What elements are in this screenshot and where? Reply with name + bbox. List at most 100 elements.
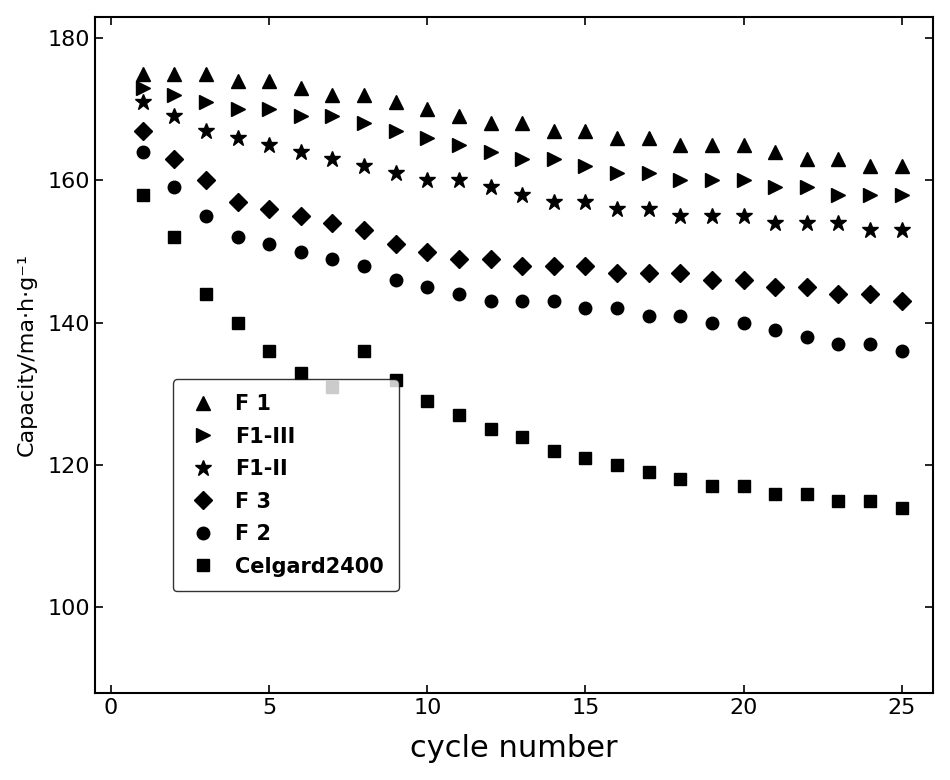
- F 3: [612, 268, 623, 278]
- F 1: [484, 119, 496, 128]
- F 1: [422, 105, 433, 114]
- F1-III: [137, 83, 148, 93]
- F 1: [169, 69, 180, 78]
- F1-II: [517, 190, 528, 199]
- Celgard2400: [200, 289, 212, 299]
- Celgard2400: [517, 432, 528, 441]
- F1-III: [453, 140, 465, 150]
- F 3: [200, 176, 212, 185]
- F1-II: [896, 225, 907, 235]
- F 3: [706, 275, 717, 285]
- F1-II: [801, 218, 812, 228]
- F 1: [580, 126, 591, 135]
- F 3: [484, 254, 496, 264]
- Line: Celgard2400: Celgard2400: [137, 188, 908, 514]
- Celgard2400: [674, 474, 686, 484]
- F 3: [327, 218, 338, 228]
- F1-III: [263, 105, 275, 114]
- F 1: [674, 140, 686, 150]
- F 3: [833, 289, 845, 299]
- F1-III: [643, 168, 655, 178]
- F 3: [263, 204, 275, 214]
- Line: F 3: F 3: [137, 124, 908, 307]
- F 2: [738, 318, 750, 328]
- F 3: [422, 246, 433, 256]
- F1-III: [517, 154, 528, 164]
- Celgard2400: [295, 368, 307, 378]
- F 1: [612, 133, 623, 142]
- F1-III: [358, 119, 370, 128]
- F 1: [896, 161, 907, 171]
- F 2: [801, 332, 812, 342]
- F 1: [548, 126, 560, 135]
- F1-II: [770, 218, 781, 228]
- Celgard2400: [770, 489, 781, 498]
- F1-III: [674, 176, 686, 185]
- F 3: [358, 225, 370, 235]
- Celgard2400: [864, 496, 876, 505]
- F 2: [232, 232, 243, 242]
- Celgard2400: [643, 467, 655, 477]
- F 1: [864, 161, 876, 171]
- F1-II: [706, 211, 717, 221]
- F 3: [674, 268, 686, 278]
- Line: F1-II: F1-II: [134, 94, 910, 239]
- F 2: [422, 282, 433, 292]
- F 2: [770, 325, 781, 335]
- F1-II: [833, 218, 845, 228]
- Celgard2400: [896, 503, 907, 512]
- F 1: [263, 76, 275, 85]
- Celgard2400: [390, 375, 402, 385]
- F1-II: [232, 133, 243, 142]
- Celgard2400: [484, 425, 496, 434]
- Celgard2400: [612, 460, 623, 470]
- F1-III: [232, 105, 243, 114]
- F1-III: [580, 161, 591, 171]
- F 3: [738, 275, 750, 285]
- F1-II: [580, 197, 591, 207]
- F1-II: [327, 154, 338, 164]
- Celgard2400: [263, 346, 275, 356]
- Y-axis label: Capacity/ma·h·g⁻¹: Capacity/ma·h·g⁻¹: [17, 254, 37, 456]
- Celgard2400: [327, 382, 338, 392]
- F 2: [263, 239, 275, 249]
- F 2: [580, 303, 591, 313]
- F 2: [612, 303, 623, 313]
- F 2: [484, 296, 496, 306]
- F 3: [137, 126, 148, 135]
- F 3: [580, 261, 591, 271]
- F1-II: [674, 211, 686, 221]
- F 1: [137, 69, 148, 78]
- F1-III: [422, 133, 433, 142]
- F1-III: [295, 112, 307, 121]
- F1-III: [390, 126, 402, 135]
- F 2: [864, 339, 876, 349]
- Celgard2400: [169, 232, 180, 242]
- F 2: [137, 147, 148, 157]
- F 3: [864, 289, 876, 299]
- Celgard2400: [137, 190, 148, 199]
- F 2: [706, 318, 717, 328]
- F1-III: [801, 183, 812, 192]
- Line: F1-III: F1-III: [136, 81, 908, 201]
- F1-II: [612, 204, 623, 214]
- F 2: [674, 311, 686, 321]
- F1-III: [706, 176, 717, 185]
- F1-II: [358, 161, 370, 171]
- F1-II: [738, 211, 750, 221]
- F 1: [770, 147, 781, 157]
- F 1: [295, 83, 307, 93]
- F 2: [295, 246, 307, 256]
- F1-III: [896, 190, 907, 199]
- F 2: [833, 339, 845, 349]
- F1-II: [643, 204, 655, 214]
- Celgard2400: [358, 346, 370, 356]
- F 2: [548, 296, 560, 306]
- F1-II: [548, 197, 560, 207]
- F 1: [738, 140, 750, 150]
- Celgard2400: [801, 489, 812, 498]
- Celgard2400: [833, 496, 845, 505]
- F1-III: [833, 190, 845, 199]
- F 2: [896, 346, 907, 356]
- F 1: [232, 76, 243, 85]
